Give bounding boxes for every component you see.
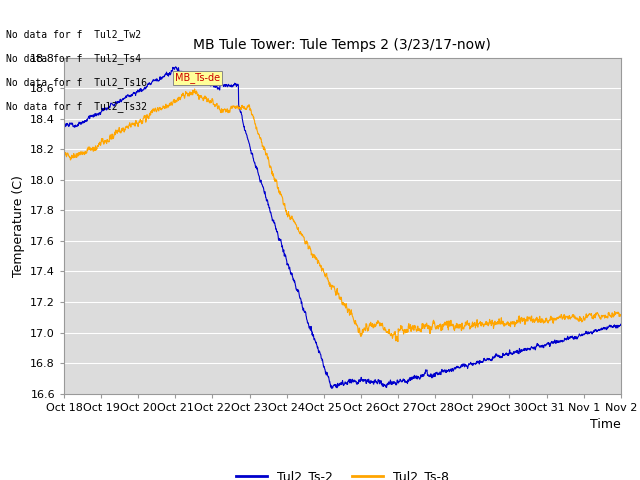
Text: No data for f  Tul2_Tw2: No data for f Tul2_Tw2 <box>6 29 141 40</box>
Tul2_Ts-8 <box>88 146 96 152</box>
Text: No data for f  Tul2_Ts16: No data for f Tul2_Ts16 <box>6 77 147 88</box>
Tul2_Ts-2 <box>172 64 180 70</box>
Tul2_Ts-2 <box>602 324 609 330</box>
Tul2_Ts-2 <box>328 385 335 391</box>
Tul2_Ts-8 <box>617 312 625 318</box>
Tul2_Ts-8 <box>316 262 324 268</box>
Tul2_Ts-2 <box>332 382 339 387</box>
Tul2_Ts-2 <box>499 350 507 356</box>
Tul2_Ts-8 <box>60 146 68 152</box>
Tul2_Ts-8 <box>394 339 402 345</box>
Tul2_Ts-2 <box>601 325 609 331</box>
Tul2_Ts-8 <box>191 86 198 92</box>
Tul2_Ts-2 <box>88 112 96 118</box>
Tul2_Ts-8 <box>601 312 609 318</box>
Tul2_Ts-8 <box>499 318 507 324</box>
Line: Tul2_Ts-2: Tul2_Ts-2 <box>64 67 621 388</box>
Text: MB_Ts-de: MB_Ts-de <box>175 72 221 84</box>
Legend: Tul2_Ts-2, Tul2_Ts-8: Tul2_Ts-2, Tul2_Ts-8 <box>231 465 454 480</box>
Line: Tul2_Ts-8: Tul2_Ts-8 <box>64 89 621 342</box>
Tul2_Ts-8 <box>331 288 339 293</box>
Tul2_Ts-2 <box>60 125 68 131</box>
Tul2_Ts-8 <box>602 312 609 318</box>
Y-axis label: Temperature (C): Temperature (C) <box>12 175 24 276</box>
X-axis label: Time: Time <box>590 418 621 431</box>
Text: No data for f  Tul2_Ts4: No data for f Tul2_Ts4 <box>6 53 141 64</box>
Tul2_Ts-2 <box>316 351 324 357</box>
Text: No data for f  Tul2_Ts32: No data for f Tul2_Ts32 <box>6 101 147 112</box>
Tul2_Ts-2 <box>617 321 625 327</box>
Title: MB Tule Tower: Tule Temps 2 (3/23/17-now): MB Tule Tower: Tule Temps 2 (3/23/17-now… <box>193 38 492 52</box>
